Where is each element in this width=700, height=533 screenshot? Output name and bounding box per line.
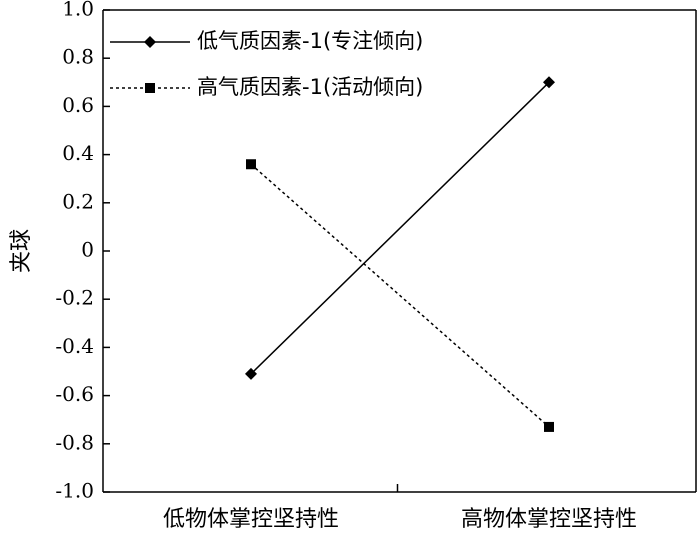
- data-point-series-2: [246, 159, 256, 170]
- data-point-series-1: [245, 367, 257, 380]
- y-tick-label: -1.0: [55, 479, 94, 503]
- series-lines: [250, 81, 550, 428]
- y-tick-label: -0.2: [55, 286, 94, 310]
- y-tick-label: 0.4: [62, 141, 94, 165]
- data-point-series-2: [544, 421, 554, 432]
- x-category-label: 低物体掌控坚持性: [163, 507, 339, 532]
- legend-label-1: 低气质因素-1(专注倾向): [197, 29, 423, 53]
- y-tick-label: 0.6: [62, 93, 94, 117]
- legend-marker-1: [144, 36, 156, 48]
- y-tick-label: -0.4: [55, 334, 94, 358]
- y-tick-label: 0.8: [62, 45, 94, 69]
- legend-marker-2: [145, 83, 155, 93]
- y-axis-title: 夹球: [9, 229, 34, 273]
- x-ticks: 低物体掌控坚持性 高物体掌控坚持性: [163, 484, 637, 532]
- y-tick-label: 0: [81, 238, 94, 262]
- legend-label-2: 高气质因素-1(活动倾向): [197, 75, 423, 99]
- x-category-label: 高物体掌控坚持性: [461, 507, 637, 532]
- y-tick-label: -0.8: [55, 430, 94, 454]
- series-line-2: [250, 163, 550, 428]
- y-tick-label: 1.0: [62, 0, 94, 21]
- data-point-series-1: [543, 76, 555, 89]
- series-line-1: [250, 81, 550, 375]
- y-tick-label: 0.2: [62, 189, 94, 213]
- y-ticks: 1.0 0.8 0.6 0.4 0.2 0 -0.2 -0.4 -0.6 -0.8 -1.0: [55, 0, 110, 503]
- legend: 低气质因素-1(专注倾向) 高气质因素-1(活动倾向): [110, 29, 423, 99]
- y-tick-label: -0.6: [55, 382, 94, 406]
- series-markers: [245, 76, 555, 432]
